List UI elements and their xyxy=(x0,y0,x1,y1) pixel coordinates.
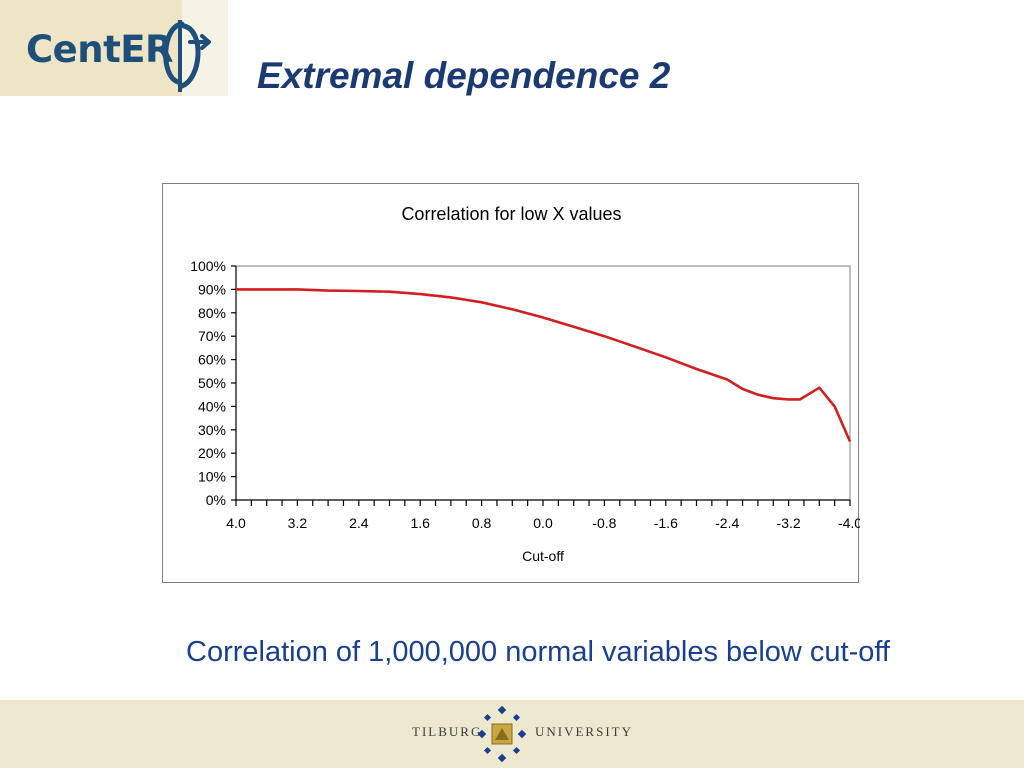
x-tick-label: -2.4 xyxy=(715,515,739,531)
y-tick-label: 10% xyxy=(198,469,226,485)
footer-text-tilburg: TILBURG xyxy=(412,724,483,739)
center-logo-icon xyxy=(163,20,211,92)
footer-bar: TILBURG UNIVERSITY xyxy=(0,700,1024,768)
x-tick-label: 4.0 xyxy=(226,515,246,531)
chart-title: Correlation for low X values xyxy=(401,204,622,224)
footer-text-university: UNIVERSITY xyxy=(535,724,633,739)
x-tick-label: 3.2 xyxy=(288,515,308,531)
x-tick-label: -3.2 xyxy=(777,515,801,531)
chart: Correlation for low X values 0% 10% 20% 30%… xyxy=(162,183,860,583)
logo-background xyxy=(0,0,182,96)
y-tick-label: 80% xyxy=(198,305,226,321)
x-tick-label: 2.4 xyxy=(349,515,369,531)
chart-plot: 0% 10% 20% 30% 40% 50% 60% 70% 80% 90% 100% 4.0 3.2 2… xyxy=(190,258,860,531)
x-axis-label: Cut-off xyxy=(522,548,564,564)
y-tick-label: 90% xyxy=(198,281,226,297)
y-tick-label: 20% xyxy=(198,445,226,461)
university-emblem-icon xyxy=(477,706,527,762)
x-tick-label: -1.6 xyxy=(654,515,678,531)
x-tick-label: 0.0 xyxy=(533,515,553,531)
x-tick-label: -0.8 xyxy=(592,515,616,531)
y-tick-label: 0% xyxy=(206,492,226,508)
logo-text: CentER xyxy=(26,28,174,71)
plot-area-border xyxy=(235,265,851,501)
slide-caption: Correlation of 1,000,000 normal variable… xyxy=(186,636,890,668)
y-tick-label: 30% xyxy=(198,422,226,438)
x-tick-label: 0.8 xyxy=(472,515,492,531)
y-tick-label: 70% xyxy=(198,328,226,344)
y-tick-label: 50% xyxy=(198,375,226,391)
x-tick-label: -4.0 xyxy=(838,515,860,531)
y-tick-label: 40% xyxy=(198,398,226,414)
slide-title: Extremal dependence 2 xyxy=(257,55,671,96)
y-tick-label: 100% xyxy=(190,258,226,274)
y-tick-label: 60% xyxy=(198,352,226,368)
x-tick-label: 1.6 xyxy=(410,515,430,531)
series-line-0 xyxy=(236,288,852,443)
